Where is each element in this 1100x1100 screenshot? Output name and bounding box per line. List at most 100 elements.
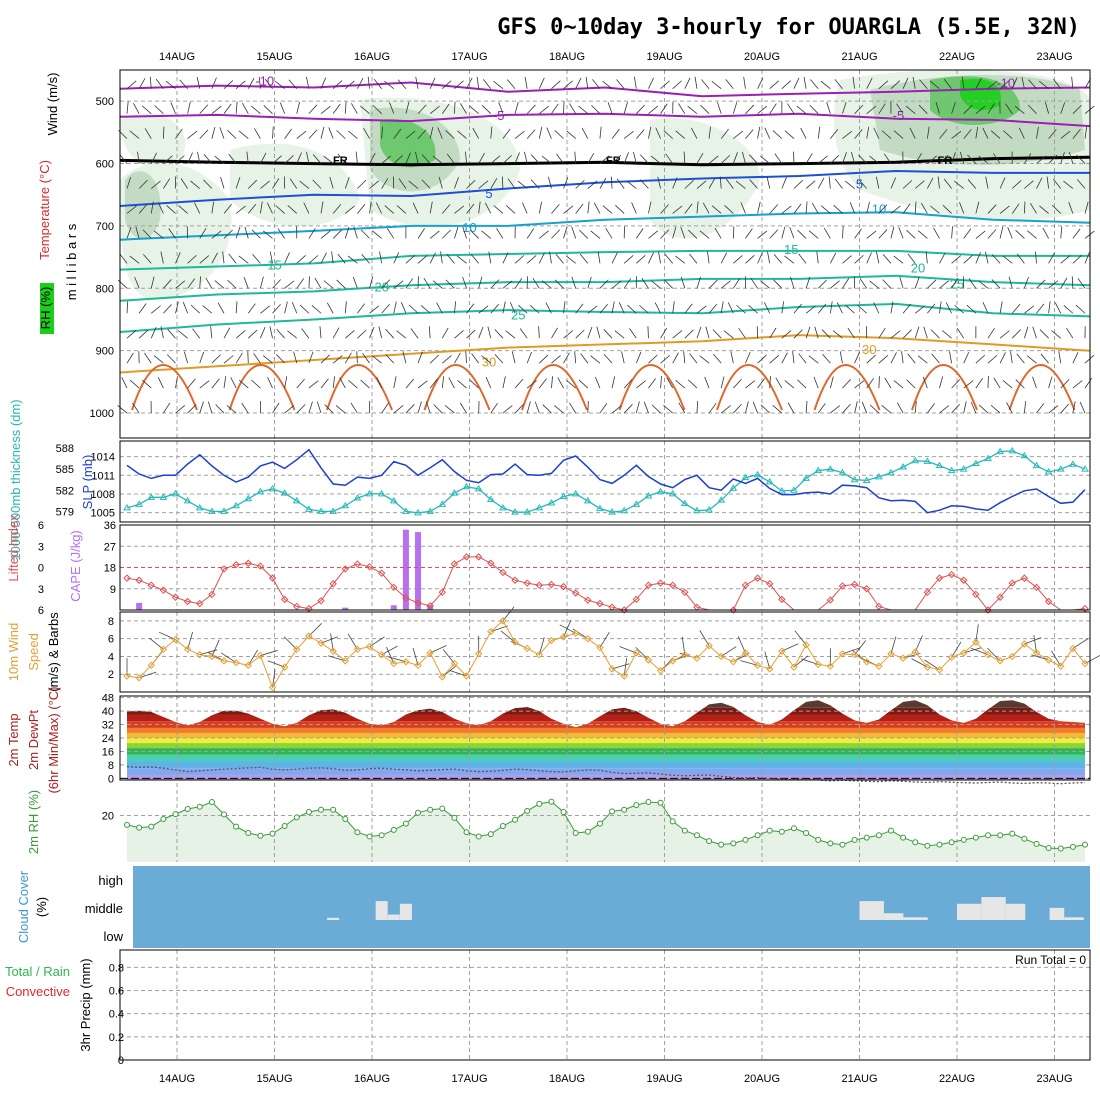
- thickness-point: [899, 463, 907, 470]
- date-label-top: 14AUG: [159, 51, 195, 63]
- wind-barb: [655, 127, 661, 139]
- wind-barb: [636, 129, 645, 139]
- pressure-tick-label: 500: [96, 96, 114, 108]
- rh2m-point: [681, 827, 688, 834]
- wind-barb: [369, 326, 375, 339]
- lifted-index-tick-label: 6: [38, 520, 44, 532]
- wind-barb: [502, 280, 513, 289]
- rh-shading: [380, 119, 436, 168]
- wind-barb: [844, 180, 855, 189]
- wind-barb: [299, 180, 310, 189]
- wind-barb: [712, 329, 722, 339]
- wind-barb: [769, 229, 779, 239]
- wind-barb: [595, 376, 601, 389]
- wind-barb: [398, 178, 407, 189]
- rh2m-point: [305, 809, 312, 816]
- lifted-index-point: [341, 565, 349, 573]
- wind-barb: [829, 376, 834, 389]
- thickness-point: [984, 454, 992, 462]
- wind-barb: [306, 76, 310, 89]
- wind-barb: [678, 402, 686, 414]
- thickness-point: [268, 484, 277, 492]
- wind-barb: [881, 130, 892, 139]
- wind-barb: [194, 202, 201, 214]
- wind-barb: [381, 402, 389, 414]
- wind-barb: [1032, 376, 1037, 389]
- wind-barb: [733, 130, 743, 139]
- isotherm-label: 10: [872, 201, 886, 216]
- wind-barb: [614, 330, 625, 339]
- thickness-point: [317, 507, 325, 514]
- wind-barb: [939, 405, 950, 414]
- wind-barb: [277, 228, 285, 239]
- rh2m-point: [439, 805, 446, 812]
- wind-barb: [372, 105, 382, 114]
- thickness-point: [935, 461, 944, 469]
- wind-speed-point: [1044, 656, 1053, 664]
- isotherm-label: 15: [784, 242, 798, 257]
- wind-barb: [393, 405, 404, 414]
- wind-barb: [166, 205, 176, 214]
- rh2m-point: [499, 822, 506, 829]
- wind-barb: [521, 202, 528, 214]
- wind-barb: [502, 405, 513, 414]
- wind-barb: [538, 252, 545, 264]
- wind-barb: [675, 380, 686, 389]
- wind-barb: [417, 401, 422, 414]
- wind-barb: [665, 153, 674, 164]
- wind-barb: [781, 301, 785, 314]
- wind-barb: [502, 376, 506, 389]
- wind-barb: [719, 176, 722, 189]
- rh2m-point: [851, 836, 858, 843]
- wind-barb: [657, 176, 661, 189]
- wind-barb: [175, 301, 179, 314]
- lifted-index-point: [1008, 579, 1016, 587]
- thickness-point: [305, 505, 313, 512]
- wind-barb: [211, 378, 220, 389]
- wind-speed-point: [1032, 649, 1041, 657]
- wind-barb: [640, 179, 649, 189]
- wind-speed-point: [802, 641, 810, 649]
- wind-barb: [945, 302, 952, 314]
- wind-barb: [320, 126, 325, 139]
- temp-band: [127, 743, 1085, 749]
- wind-barb: [680, 226, 686, 239]
- wind-speed-point: [729, 658, 738, 666]
- wind-barb: [605, 228, 613, 239]
- wind-barb: [917, 230, 928, 239]
- wind-barb: [919, 79, 928, 89]
- wind-barb: [428, 326, 431, 339]
- thickness-point: [874, 472, 883, 480]
- wind-barb: [858, 154, 868, 164]
- wind-barb: [187, 254, 197, 264]
- wind-barb: [163, 279, 172, 289]
- wind-barb: [767, 251, 771, 264]
- wind-barb: [438, 176, 443, 189]
- wind-barb: [376, 376, 383, 389]
- wind-axis-label: Wind (m/s): [45, 73, 60, 136]
- dewpoint-line: [126, 765, 1086, 785]
- lifted-index-point: [681, 588, 689, 596]
- thickness-point: [850, 475, 859, 483]
- wind-barb: [369, 180, 380, 189]
- temp-axis-label-b: 2m DewPt: [26, 710, 41, 770]
- wind-barb: [222, 251, 225, 264]
- wind-speed-point: [268, 683, 277, 692]
- wind-barb: [532, 277, 540, 289]
- lifted-index-point: [741, 581, 750, 589]
- wind-barb: [1060, 130, 1071, 139]
- wind-barb: [385, 329, 395, 339]
- wind-barb: [158, 631, 176, 640]
- wind-barb: [554, 130, 564, 139]
- wind-speed-point: [668, 657, 677, 665]
- wind-barb: [415, 76, 419, 89]
- isotherm-label: 5: [485, 186, 492, 201]
- lifted-index-point: [753, 574, 762, 582]
- wind-barb: [381, 178, 389, 189]
- wind-barb: [301, 328, 310, 339]
- wind-barb: [1042, 227, 1049, 239]
- cape-bar: [136, 602, 143, 610]
- wind-barb: [793, 655, 809, 668]
- wind-barb: [566, 380, 576, 389]
- thickness-axis-label: 1000-500mb thickness (dm): [8, 399, 23, 560]
